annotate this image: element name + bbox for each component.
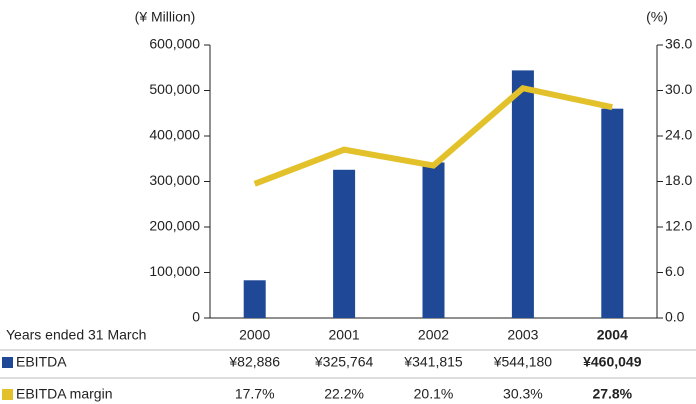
- legend-label: EBITDA margin: [16, 386, 112, 402]
- y2-tick-label: 18.0: [665, 172, 692, 188]
- y-tick-label: 600,000: [149, 36, 200, 52]
- value-label: 20.1%: [414, 386, 454, 402]
- value-label: 27.8%: [592, 386, 632, 402]
- y-axis-label: (¥ Million): [135, 9, 196, 25]
- y2-tick-label: 36.0: [665, 36, 692, 52]
- y-tick-label: 200,000: [149, 218, 200, 234]
- y-tick-label: 400,000: [149, 127, 200, 143]
- y2-tick-label: 24.0: [665, 127, 692, 143]
- value-label: 30.3%: [503, 386, 543, 402]
- y2-tick-label: 30.0: [665, 81, 692, 97]
- bar: [333, 169, 356, 318]
- x-tick-label: 2003: [507, 327, 538, 343]
- x-tick-label: 2001: [329, 327, 360, 343]
- y-tick-label: 100,000: [149, 263, 200, 279]
- bar: [601, 108, 624, 318]
- x-tick-label: 2004: [597, 327, 628, 343]
- value-label: ¥82,886: [228, 354, 280, 370]
- value-label: ¥544,180: [493, 354, 553, 370]
- y2-tick-label: 0.0: [665, 309, 685, 325]
- y2-tick-label: 12.0: [665, 218, 692, 234]
- value-label: ¥325,764: [314, 354, 374, 370]
- legend-swatch: [2, 357, 13, 368]
- line: [253, 84, 613, 187]
- y2-tick-label: 6.0: [665, 263, 685, 279]
- value-label: ¥460,049: [583, 354, 642, 370]
- table-header: Years ended 31 March: [6, 327, 146, 343]
- y-tick-label: 500,000: [149, 81, 200, 97]
- x-tick-label: 2002: [418, 327, 449, 343]
- legend-swatch: [2, 389, 13, 400]
- bar: [243, 280, 266, 318]
- bar: [511, 70, 534, 318]
- x-tick-label: 2000: [239, 327, 270, 343]
- value-label: 17.7%: [235, 386, 275, 402]
- y-tick-label: 300,000: [149, 172, 200, 188]
- y-tick-label: 0: [192, 309, 200, 325]
- legend-label: EBITDA: [16, 354, 67, 370]
- value-label: ¥341,815: [403, 354, 463, 370]
- value-label: 22.2%: [324, 386, 364, 402]
- bar: [422, 162, 445, 318]
- y2-axis-label: (%): [646, 9, 668, 25]
